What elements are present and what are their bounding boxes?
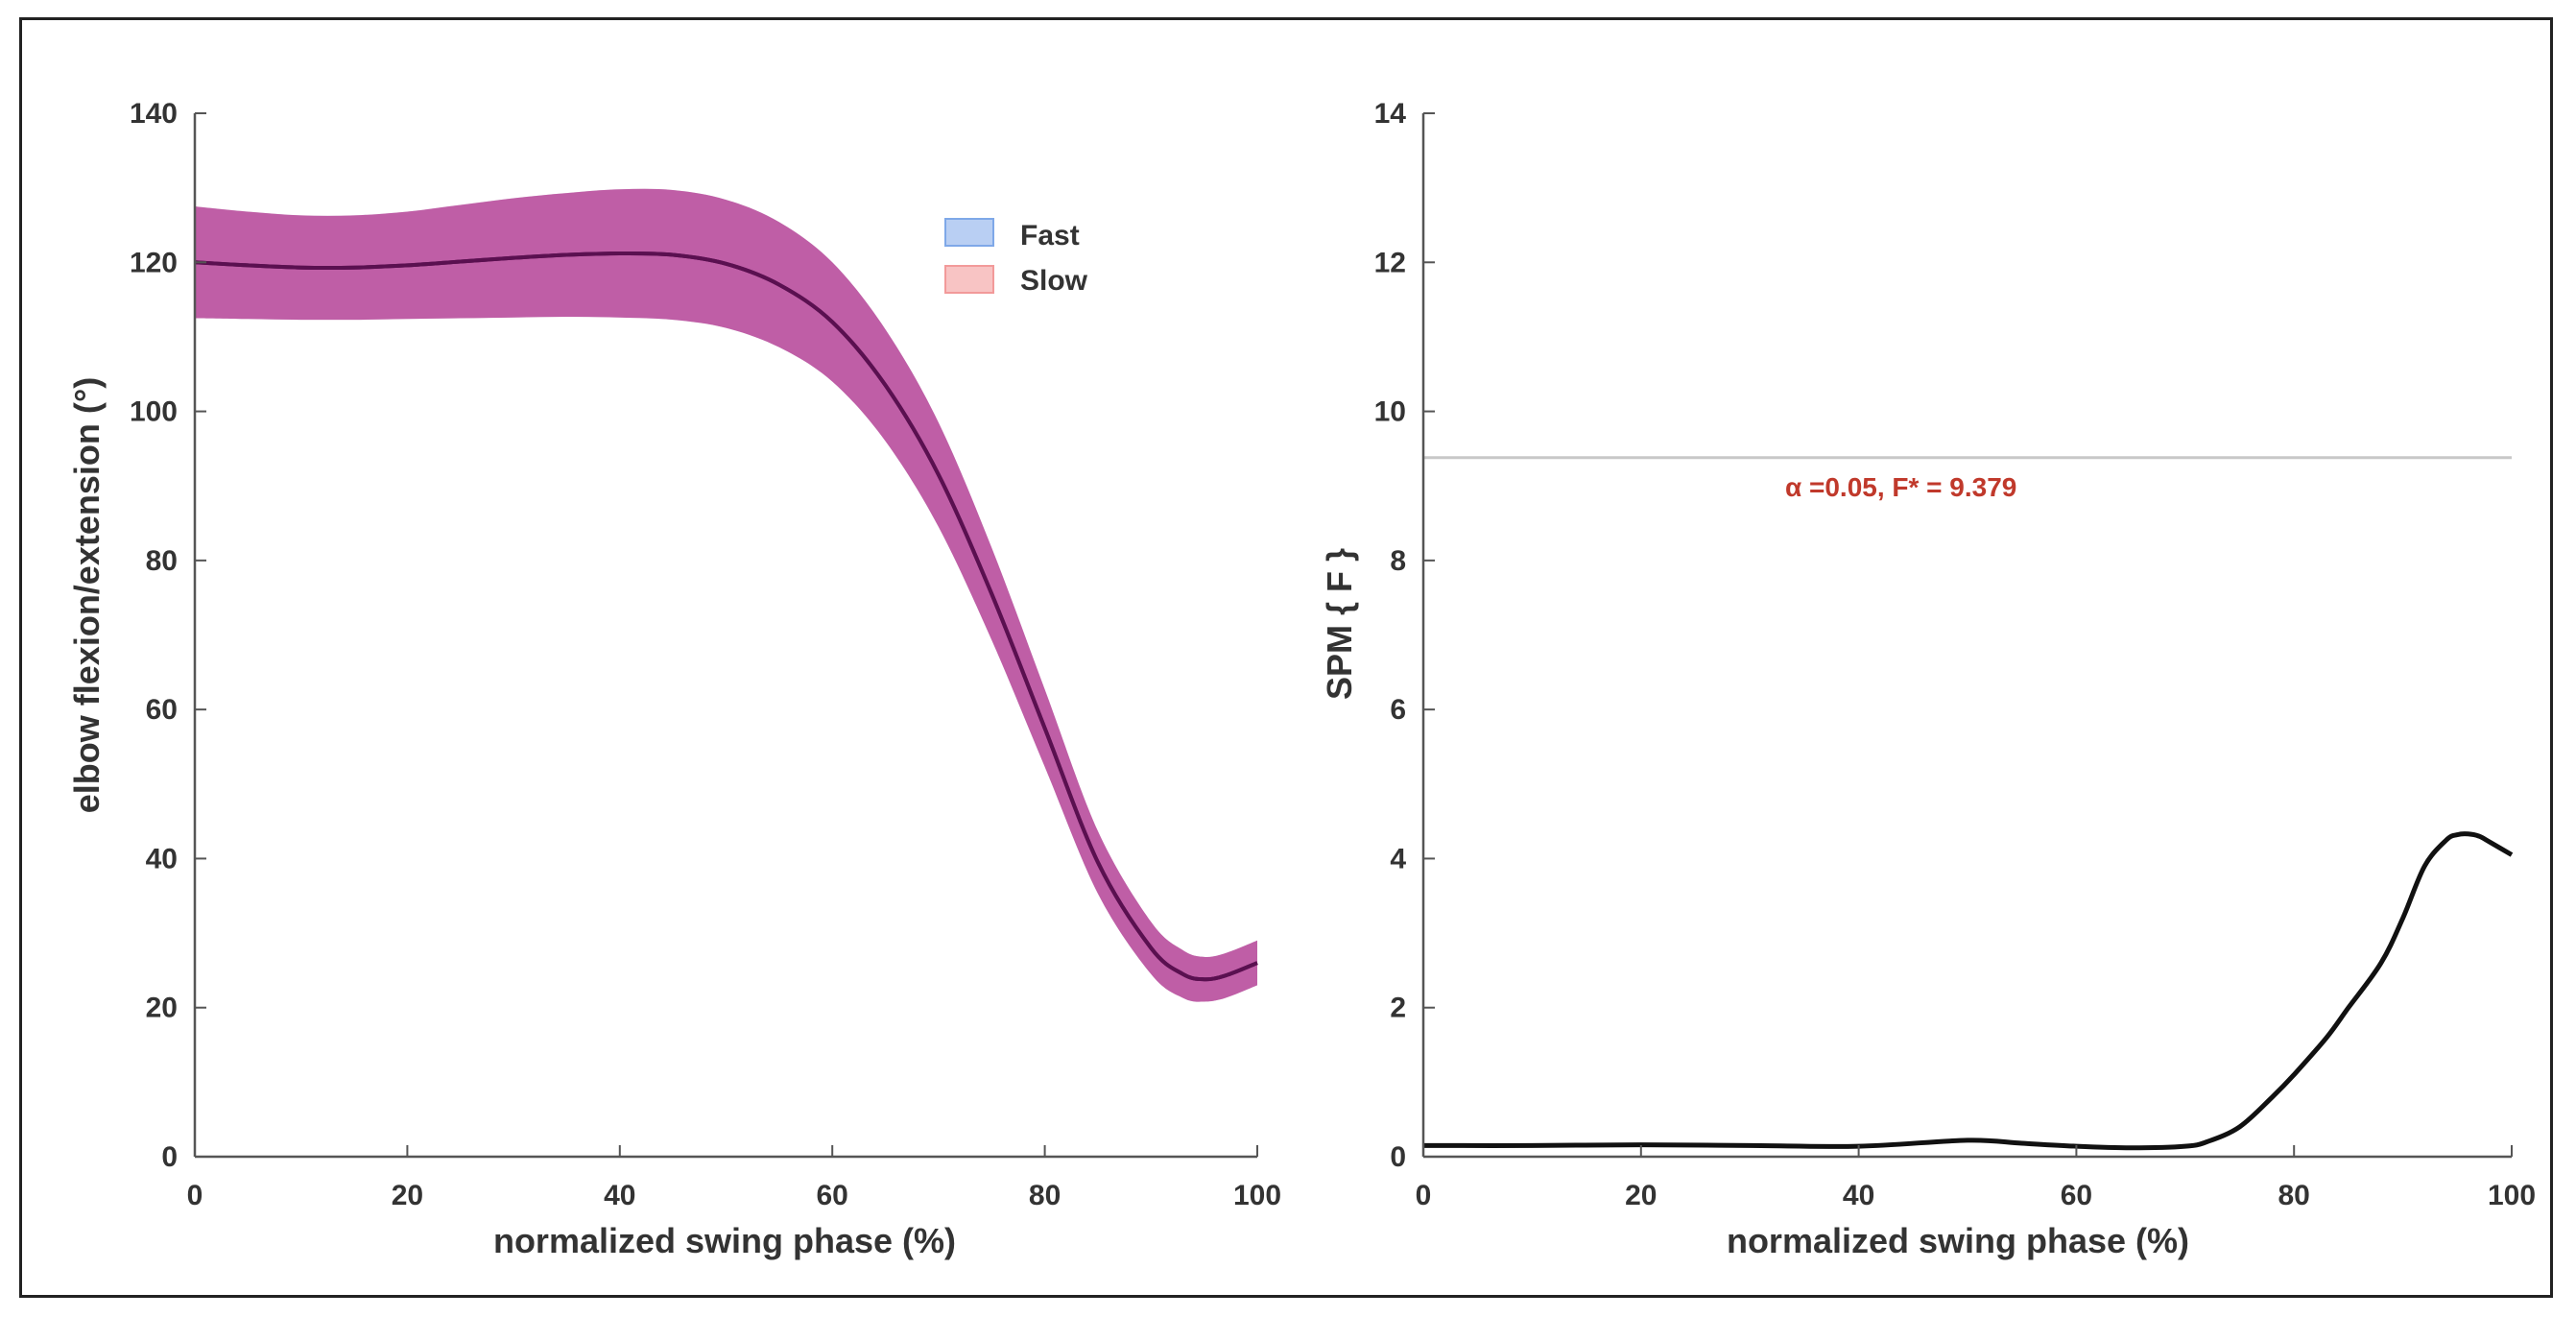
legend-label-fast: Fast [1020,220,1080,251]
left-y-tick-label: 0 [161,1141,178,1173]
spm-curve [1422,831,2514,1151]
right-y-tick-label: 4 [1390,843,1406,874]
right-y-tick-label: 14 [1374,98,1407,130]
right-x-tick-label: 100 [2488,1180,2536,1211]
left-panel: 0 20 40 60 80 100 0 20 40 60 80 100 120 140 normalize… [67,98,1281,1260]
right-y-tick-label: 10 [1374,396,1406,428]
right-y-axis-title: SPM { F } [1320,548,1359,700]
right-x-axis-title: normalized swing phase (%) [1727,1221,2189,1260]
left-y-tick-label: 20 [146,993,178,1024]
right-y-tick-label: 0 [1390,1141,1406,1173]
overlap-band-area [195,188,1257,1002]
left-x-tick-label: 60 [817,1180,848,1211]
left-y-tick-label: 100 [130,396,178,428]
left-y-tick-label: 120 [130,247,178,278]
right-y-tick-label: 8 [1390,545,1406,577]
overlap-sd-band [195,188,1257,1002]
legend: Fast Slow [944,218,1088,297]
left-x-tick-label: 80 [1029,1180,1061,1211]
right-y-tick-label: 6 [1390,694,1406,726]
left-x-tick-label: 100 [1233,1180,1281,1211]
legend-swatch-fast [944,218,994,247]
slow-mean-line [194,251,1258,982]
right-x-tick-label: 40 [1843,1180,1874,1211]
figure-frame [19,17,2553,1298]
left-tick-labels: 0 20 40 60 80 100 0 20 40 60 80 100 120 140 [130,98,1281,1211]
left-y-axis-title: elbow flexion/extension (°) [67,377,107,813]
left-x-tick-label: 20 [392,1180,423,1211]
right-x-tick-label: 60 [2061,1180,2092,1211]
right-y-tick-label: 2 [1390,993,1406,1024]
left-axes [193,112,1258,1159]
right-axes [1421,112,2513,1159]
left-y-tick-label: 140 [130,98,178,130]
legend-label-slow: Slow [1020,265,1088,297]
right-x-tick-label: 20 [1625,1180,1657,1211]
left-x-axis-title: normalized swing phase (%) [493,1221,956,1260]
left-y-tick-label: 60 [146,694,178,726]
right-x-tick-label: 80 [2278,1180,2310,1211]
left-y-tick-label: 40 [146,843,178,874]
legend-swatch-slow [944,265,994,294]
right-y-tick-label: 12 [1374,247,1406,278]
left-x-tick-label: 0 [187,1180,203,1211]
threshold-annotation: α =0.05, F* = 9.379 [1785,472,2016,502]
right-x-tick-label: 0 [1416,1180,1432,1211]
left-x-tick-label: 40 [604,1180,635,1211]
mean-lines [194,251,1258,982]
left-y-tick-label: 80 [146,545,178,577]
spm-curve-path [1422,831,2514,1151]
right-tick-labels: 0 20 40 60 80 100 0 2 4 6 8 10 12 14 [1374,98,2536,1211]
right-panel: 0 20 40 60 80 100 0 2 4 6 8 10 12 14 normalized swing… [1320,98,2536,1260]
